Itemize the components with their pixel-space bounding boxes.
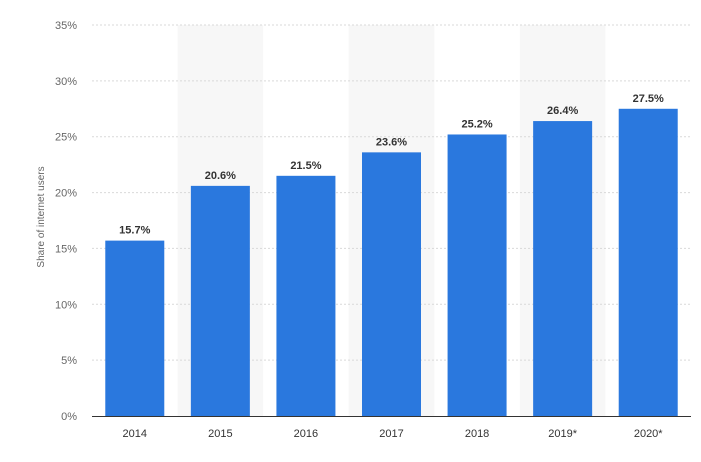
x-tick-label: 2014 (123, 428, 147, 440)
x-tick-label: 2019* (548, 428, 577, 440)
y-tick-label: 15% (55, 243, 77, 255)
data-labels: 15.7% 20.6% 21.5% 23.6% 25.2% 26.4% 27.5% (119, 93, 664, 237)
data-label: 26.4% (547, 105, 578, 117)
y-axis-ticks: 0% 5% 10% 15% 20% 25% 30% 35% (55, 20, 77, 423)
y-tick-label: 10% (55, 299, 77, 311)
bar (105, 240, 165, 416)
x-tick-label: 2017 (379, 428, 403, 440)
y-tick-label: 25% (55, 132, 77, 144)
bars (105, 108, 678, 417)
data-label: 27.5% (633, 93, 664, 105)
bar (190, 185, 250, 416)
x-tick-label: 2020* (634, 428, 663, 440)
data-label: 23.6% (376, 136, 407, 148)
bar (447, 134, 507, 417)
data-label: 20.6% (205, 170, 236, 182)
y-axis-label: Share of internet users (36, 166, 47, 267)
x-tick-label: 2018 (465, 428, 489, 440)
y-tick-label: 5% (61, 355, 77, 367)
x-axis-ticks: 2014 2015 2016 2017 2018 2019* 2020* (123, 428, 664, 440)
data-label: 15.7% (119, 225, 150, 237)
data-label: 25.2% (461, 118, 492, 130)
x-tick-label: 2015 (208, 428, 232, 440)
y-tick-label: 30% (55, 76, 77, 88)
data-label: 21.5% (290, 160, 321, 172)
x-tick-label: 2016 (294, 428, 318, 440)
y-tick-label: 35% (55, 20, 77, 32)
bar (618, 108, 678, 417)
y-tick-label: 20% (55, 188, 77, 200)
bar (533, 121, 593, 417)
bar (276, 175, 336, 416)
y-tick-label: 0% (61, 411, 77, 423)
bar (362, 152, 421, 416)
